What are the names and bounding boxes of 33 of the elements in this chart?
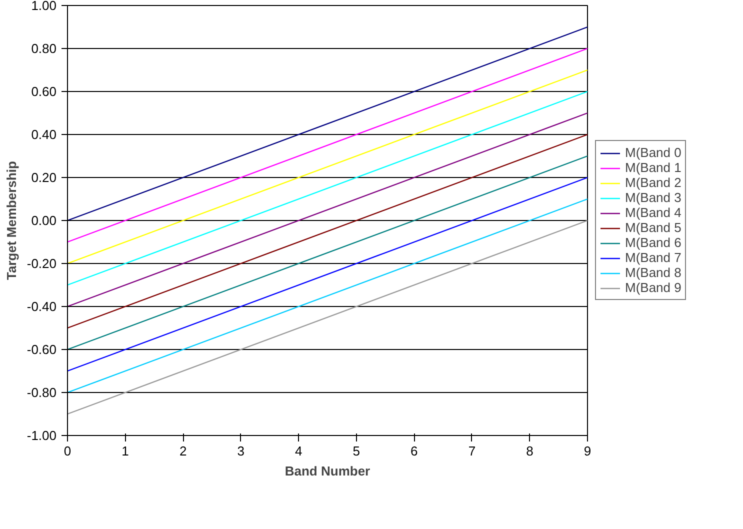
x-tick-label: 6 (410, 444, 418, 458)
y-tick-label: -0.40 (26, 299, 57, 314)
legend-label: M(Band 5 (625, 220, 682, 235)
legend-label: M(Band 1 (625, 160, 682, 175)
legend-label: M(Band 6 (625, 235, 682, 250)
x-axis-title: Band Number (284, 464, 370, 478)
x-tick-label: 1 (122, 444, 129, 458)
legend-label: M(Band 7 (625, 250, 682, 265)
y-tick-label: -0.80 (26, 385, 57, 400)
y-axis-title: Target Membership (4, 160, 19, 280)
y-tick-label: 0.00 (31, 213, 57, 228)
legend-label: M(Band 4 (625, 205, 682, 220)
x-tick-label: 4 (294, 444, 302, 458)
legend-label: M(Band 3 (625, 190, 682, 205)
y-tick-label: -0.60 (26, 342, 57, 357)
legend-label: M(Band 8 (625, 265, 682, 280)
y-tick-label: -1.00 (26, 428, 57, 443)
x-tick-label: 2 (179, 444, 187, 458)
y-tick-label: 0.40 (31, 127, 57, 142)
y-tick-label: 1.00 (31, 0, 57, 13)
x-tick-label: 0 (64, 444, 72, 458)
y-tick-label: 0.60 (31, 84, 57, 99)
x-tick-label: 5 (352, 444, 360, 458)
x-tick-label: 8 (526, 444, 534, 458)
y-tick-label: 0.80 (31, 41, 57, 56)
x-tick-label: 9 (584, 444, 592, 458)
x-tick-label: 7 (468, 444, 476, 458)
x-tick-label: 3 (237, 444, 244, 458)
legend-label: M(Band 9 (625, 280, 682, 295)
y-tick-label: 0.20 (31, 170, 57, 185)
legend-label: M(Band 0 (625, 145, 682, 160)
legend-label: M(Band 2 (625, 175, 682, 190)
y-tick-label: -0.20 (26, 256, 57, 271)
